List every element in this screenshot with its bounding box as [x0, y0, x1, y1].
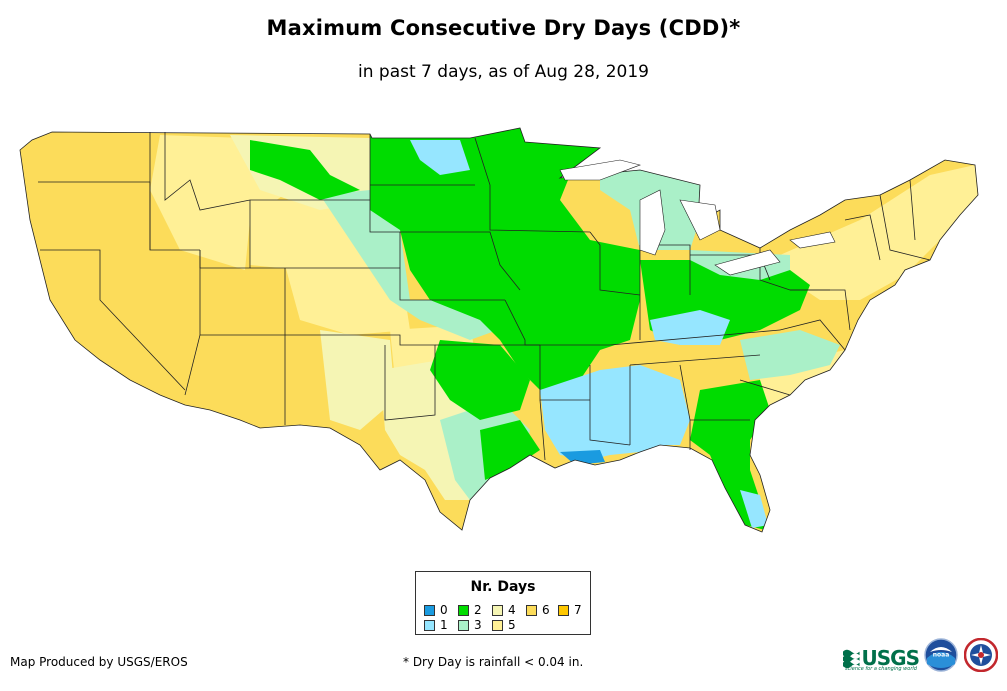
legend-label-1: 1 [440, 618, 448, 632]
legend-swatch-6 [526, 604, 537, 616]
legend-item-0: 0 [424, 603, 448, 617]
legend-label-7: 7 [574, 603, 582, 617]
usgs-wave-icon [843, 649, 860, 669]
nws-logo-icon [964, 638, 998, 672]
legend-title: Nr. Days [470, 579, 536, 595]
great-lakes [559, 159, 836, 276]
credit-text: Map Produced by USGS/EROS [10, 655, 188, 669]
map-title: Maximum Consecutive Dry Days (CDD)* [266, 16, 741, 40]
legend-item-5: 5 [492, 618, 516, 632]
dry-day-note: * Dry Day is rainfall < 0.04 in. [403, 655, 584, 669]
legend-label-0: 0 [440, 603, 448, 617]
state-borders [19, 127, 979, 533]
map-legend: Nr. Days 0 1 2 3 4 5 6 7 [415, 571, 591, 635]
legend-item-7: 7 [558, 603, 582, 617]
legend-label-4: 4 [508, 603, 516, 617]
usgs-logo-text: USGS [861, 646, 920, 670]
usgs-tagline: science for a changing world [845, 666, 917, 672]
legend-swatch-1 [424, 619, 435, 631]
legend-item-3: 3 [458, 618, 482, 632]
legend-swatch-5 [492, 619, 503, 631]
noaa-logo-icon: noaa [924, 638, 958, 672]
usgs-logo: USGS [843, 643, 920, 673]
legend-swatch-0 [424, 604, 435, 616]
noaa-logo-text: noaa [933, 652, 950, 659]
legend-swatch-7 [558, 604, 569, 616]
legend-label-2: 2 [474, 603, 482, 617]
map-subtitle: in past 7 days, as of Aug 28, 2019 [358, 62, 649, 82]
legend-label-3: 3 [474, 618, 482, 632]
legend-swatch-3 [458, 619, 469, 631]
legend-item-6: 6 [526, 603, 550, 617]
legend-label-6: 6 [542, 603, 550, 617]
legend-swatch-2 [458, 604, 469, 616]
legend-item-4: 4 [492, 603, 516, 617]
legend-swatch-4 [492, 604, 503, 616]
legend-item-1: 1 [424, 618, 448, 632]
legend-item-2: 2 [458, 603, 482, 617]
legend-label-5: 5 [508, 618, 516, 632]
